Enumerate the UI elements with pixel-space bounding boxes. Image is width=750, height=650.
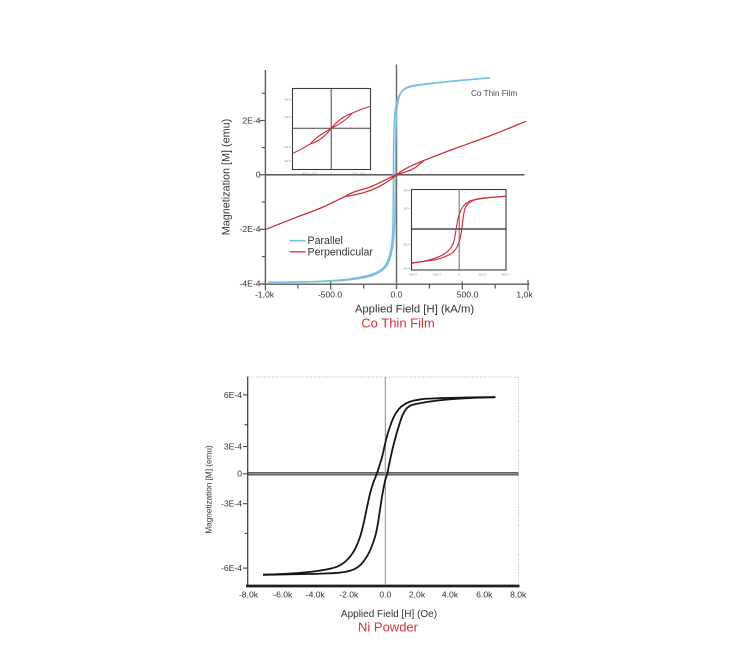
svg-text:Applied Field [H] (Oe): Applied Field [H] (Oe) bbox=[341, 609, 437, 620]
svg-text:-4E-4: -4E-4 bbox=[403, 267, 411, 271]
svg-text:200.0: 200.0 bbox=[479, 273, 487, 277]
svg-text:1,0k: 1,0k bbox=[516, 290, 533, 300]
svg-text:-6E-4: -6E-4 bbox=[221, 563, 242, 573]
svg-text:Applied Field [H] (kA/m): Applied Field [H] (kA/m) bbox=[355, 304, 475, 316]
svg-text:6E-4: 6E-4 bbox=[224, 390, 242, 400]
svg-text:-2E-5: -2E-5 bbox=[284, 145, 292, 149]
svg-text:40.0: 40.0 bbox=[360, 172, 366, 176]
svg-text:400.0: 400.0 bbox=[502, 273, 510, 277]
svg-text:500.0: 500.0 bbox=[457, 290, 479, 300]
svg-text:0: 0 bbox=[458, 273, 460, 277]
svg-text:6.0k: 6.0k bbox=[476, 590, 493, 600]
svg-text:-500.0: -500.0 bbox=[318, 290, 343, 300]
svg-text:Ni Powder: Ni Powder bbox=[358, 620, 419, 635]
svg-text:4E-4: 4E-4 bbox=[404, 189, 411, 193]
svg-text:0.0: 0.0 bbox=[391, 290, 403, 300]
svg-text:-4E-4: -4E-4 bbox=[239, 279, 260, 289]
svg-text:Perpendicular: Perpendicular bbox=[308, 246, 374, 258]
svg-text:-2E-4: -2E-4 bbox=[403, 243, 411, 247]
svg-text:4.0k: 4.0k bbox=[442, 590, 459, 600]
svg-text:2E-4: 2E-4 bbox=[242, 115, 260, 125]
svg-text:0.0: 0.0 bbox=[379, 590, 391, 600]
svg-text:-4E-5: -4E-5 bbox=[284, 159, 292, 163]
svg-text:-6.0k: -6.0k bbox=[273, 590, 293, 600]
svg-text:-3E-4: -3E-4 bbox=[221, 499, 242, 509]
svg-text:0: 0 bbox=[256, 170, 261, 180]
svg-text:8.0k: 8.0k bbox=[510, 590, 527, 600]
svg-text:-2.0k: -2.0k bbox=[339, 590, 359, 600]
svg-text:Co Thin Film: Co Thin Film bbox=[361, 316, 434, 331]
svg-text:4E-5: 4E-5 bbox=[285, 98, 292, 102]
svg-text:-8,0k: -8,0k bbox=[239, 590, 259, 600]
svg-text:20.0: 20.0 bbox=[352, 172, 358, 176]
svg-text:-40.0: -40.0 bbox=[302, 172, 309, 176]
svg-text:-2E-4: -2E-4 bbox=[239, 224, 260, 234]
svg-text:Magnetization [M] (emu): Magnetization [M] (emu) bbox=[205, 445, 214, 534]
svg-text:Magnetization [M] (emu): Magnetization [M] (emu) bbox=[221, 119, 233, 235]
svg-text:2,0k: 2,0k bbox=[409, 590, 426, 600]
svg-text:Parallel: Parallel bbox=[308, 235, 343, 247]
svg-text:-4.0k: -4.0k bbox=[306, 590, 326, 600]
svg-text:-400.0: -400.0 bbox=[408, 273, 417, 277]
svg-text:-20.0: -20.0 bbox=[310, 172, 317, 176]
svg-text:0: 0 bbox=[237, 469, 242, 479]
svg-text:-200.0: -200.0 bbox=[432, 273, 441, 277]
svg-text:2E-4: 2E-4 bbox=[404, 207, 411, 211]
svg-text:-1,0k: -1,0k bbox=[255, 290, 275, 300]
svg-text:0: 0 bbox=[330, 172, 332, 176]
svg-text:2E-5: 2E-5 bbox=[285, 115, 292, 119]
svg-text:Co Thin Film: Co Thin Film bbox=[471, 89, 517, 98]
svg-text:3E-4: 3E-4 bbox=[224, 441, 242, 451]
